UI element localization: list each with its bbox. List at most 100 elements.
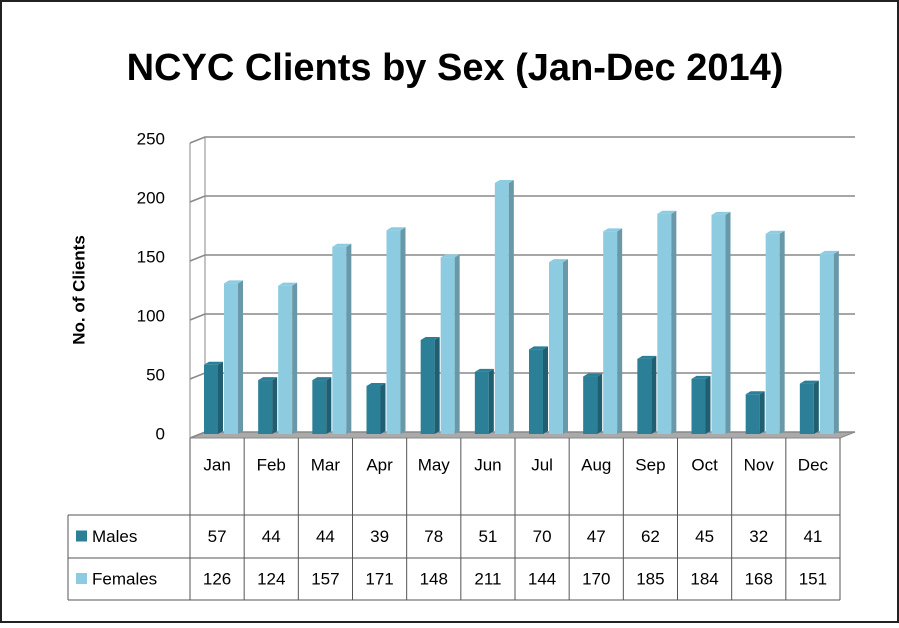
y-tick-label: 150 [137,247,165,266]
bar-face [705,375,711,434]
bar-face [366,382,386,386]
bar [420,336,440,434]
bar-face [224,280,243,284]
bar [494,180,514,434]
bar-face [637,358,652,434]
bar-face [563,259,568,434]
bar [224,280,243,434]
bar [603,228,623,434]
x-tick-label: Nov [744,455,775,474]
bar-face [434,336,440,434]
bar [711,211,731,434]
bar-face [218,361,223,434]
table-value: 144 [528,569,556,588]
bar-face [711,211,731,215]
x-tick-label: Dec [798,455,829,474]
x-tick-label: Sep [635,455,665,474]
y-axis-label: No. of Clients [69,235,88,345]
table-value: 47 [587,527,606,546]
bar-face [474,371,489,434]
bar [474,368,494,434]
bar-face [494,183,509,434]
bar-face [549,259,568,263]
x-tick-label: Jan [203,455,230,474]
bar-face [799,380,819,384]
bar-face [494,180,514,184]
y-tick-label: 100 [137,306,165,325]
bar-face [779,230,785,434]
bar-face [332,243,352,247]
x-tick-label: Jul [531,455,553,474]
x-tick-label: Mar [311,455,341,474]
bar-face [204,361,223,365]
bar [278,282,298,434]
bar [366,382,386,434]
bar [819,250,839,434]
bar-face [258,380,273,434]
bar-face [238,280,243,434]
table-value: 51 [478,527,497,546]
bar-face [386,230,401,434]
bar-face [488,368,494,434]
bar [637,355,657,434]
table-value: 62 [641,527,660,546]
bar-face [420,336,440,340]
bar-face [326,377,332,434]
bar [765,230,785,434]
legend-swatch [76,530,87,542]
grid-line [189,136,855,144]
y-tick-label: 250 [137,129,165,148]
bar [312,377,332,434]
table-value: 151 [799,569,827,588]
bar-face [543,346,548,434]
legend-label: Males [92,527,137,546]
legend-label: Females [92,569,157,588]
x-tick-label: Feb [257,455,286,474]
bar-face [765,230,785,234]
bar-face [400,227,406,434]
table-value: 57 [208,527,227,546]
bar-face [603,228,623,232]
grid-line [189,254,855,262]
bar-face [671,210,677,434]
x-tick-label: Apr [366,455,393,474]
bar-face [819,253,834,434]
bar-face [637,355,657,359]
y-tick-label: 0 [156,424,165,443]
table-value: 148 [420,569,448,588]
bar [386,227,406,434]
bar-face [725,211,731,434]
bar-face [454,254,460,434]
table-value: 170 [582,569,610,588]
bar-face [258,377,278,381]
table-value: 32 [749,527,768,546]
bar [440,254,460,434]
grid-line [189,195,855,203]
bar-face [346,243,352,434]
bar-face [657,210,677,214]
bar-face [440,257,455,434]
table-value: 184 [690,569,718,588]
table-value: 126 [203,569,231,588]
table-value: 168 [745,569,773,588]
table-value: 78 [424,527,443,546]
y-tick-label: 50 [146,365,165,384]
table-value: 157 [311,569,339,588]
bar-face [386,227,406,231]
grid-line [189,313,855,321]
bar [583,373,603,434]
bar-face [691,378,706,434]
table-value: 45 [695,527,714,546]
bar-face [420,339,435,434]
bar-face [204,364,218,434]
bar [258,377,278,434]
bar [332,243,352,434]
table-value: 39 [370,527,389,546]
bar-face [833,250,839,434]
bar-face [529,346,548,350]
table-value: 171 [365,569,393,588]
bar-face [332,246,347,434]
